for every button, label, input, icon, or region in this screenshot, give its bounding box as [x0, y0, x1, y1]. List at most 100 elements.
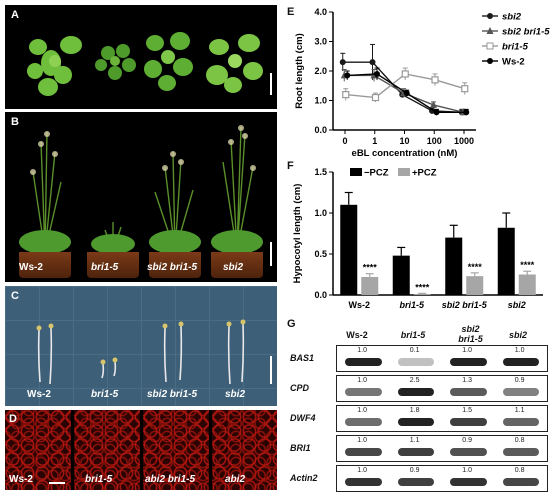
x-tick-label: 100: [427, 136, 442, 146]
data-point: [374, 70, 380, 77]
x-tick-label: 0: [342, 136, 347, 146]
x-tick-label: 10: [399, 136, 409, 146]
rosette-bri15: [95, 44, 136, 80]
gel-band: [397, 418, 434, 426]
gel-band-value: 0.1: [409, 347, 420, 354]
pot-sbi2-bri15: [149, 252, 201, 278]
data-point: [463, 109, 470, 116]
gel-band: [345, 358, 382, 366]
panel-g-label: G: [287, 318, 296, 330]
legend-marker: [487, 58, 493, 64]
data-point: [344, 72, 351, 79]
panel-c-genotype-1: Ws-2: [27, 389, 51, 400]
panel-c-genotype-2: bri1-5: [91, 389, 119, 400]
legend-marker: [486, 42, 494, 50]
panel-b-plants: B Ws-2 bri1-5 sbi2 bri1-5 sbi2: [5, 112, 277, 282]
significance-mark: ****: [468, 262, 483, 272]
panel-d-genotype-3: abi2 bri1-5: [145, 474, 196, 485]
panel-b-label: B: [11, 116, 19, 128]
legend-marker: [486, 27, 494, 34]
gel-band: [502, 448, 539, 456]
plate: [5, 286, 277, 406]
panel-b-genotype-2: bri1-5: [91, 262, 119, 273]
gel-band: [450, 478, 487, 486]
panel-d-scale-bar: [49, 482, 65, 484]
y-tick-label: 0.5: [314, 249, 327, 259]
gel-band-value: 1.0: [514, 347, 525, 354]
y-tick-label: 1.5: [314, 167, 327, 177]
data-point: [401, 70, 409, 78]
gel-gene-label: BAS1: [290, 353, 315, 363]
panel-d-label: D: [9, 413, 17, 425]
panel-b-genotype-4: sbi2: [223, 262, 244, 273]
panel-a-scale-bar: [270, 73, 272, 95]
gel-header-ws2: Ws-2: [346, 330, 368, 340]
gel-gene-label: CPD: [290, 383, 310, 393]
panel-g-gel: Ws-2 bri1-5 sbi2 bri1-5 sbi2 BAS1 1.0 0.1 1.…: [288, 320, 550, 495]
gel-gene-label: DWF4: [290, 413, 316, 423]
gel-band-value: 1.1: [409, 437, 420, 444]
gel-band: [502, 478, 539, 486]
panel-c-genotype-4: sbi2: [225, 389, 246, 400]
x-tick-label: 1000: [454, 136, 474, 146]
panel-c-scale-bar: [270, 356, 272, 384]
gel-band: [397, 448, 434, 456]
x-category-label: sbi2: [508, 300, 526, 310]
y-tick-label: 0.0: [314, 125, 327, 135]
gel-band-value: 0.9: [462, 437, 472, 444]
gel-band-value: 0.8: [514, 437, 525, 444]
data-point: [371, 93, 380, 102]
legend-label: −PCZ: [364, 168, 389, 179]
data-point: [433, 109, 440, 116]
data-point: [429, 107, 435, 114]
rosette-ws2: [27, 36, 82, 96]
confocal-bri15: [74, 410, 140, 490]
gel-band-value: 1.0: [462, 467, 472, 474]
confocal-abi2: [212, 410, 277, 490]
significance-mark: ****: [363, 263, 378, 273]
y-axis-title: Root length (cm): [294, 33, 305, 108]
panel-f-label: F: [287, 160, 294, 172]
gel-row-BAS1: 1.0 0.1 1.0 1.0: [336, 345, 548, 372]
panel-a-rosettes: A: [5, 5, 277, 109]
seedling-drawings: [36, 319, 246, 385]
data-point: [342, 90, 350, 99]
y-tick-label: 4.0: [314, 7, 327, 17]
bar-plus-pcz: [413, 294, 431, 295]
gel-band: [502, 388, 539, 396]
rosette-drawings: [27, 32, 263, 96]
y-tick-label: 0.0: [314, 290, 327, 300]
gel-band: [345, 478, 382, 486]
gel-band-value: 1.3: [462, 377, 472, 384]
gel-band: [345, 448, 382, 456]
x-category-label: sbi2 bri1-5: [442, 300, 488, 310]
gel-band: [502, 358, 539, 366]
legend-marker: [487, 13, 493, 19]
bar-minus-pcz: [340, 204, 358, 295]
panel-d-genotype-1: Ws-2: [9, 474, 33, 485]
panel-b-genotype-3: sbi2 bri1-5: [147, 262, 198, 273]
rosette-sbi2: [206, 34, 263, 93]
gel-band: [345, 388, 382, 396]
gel-band-value: 1.8: [409, 407, 420, 414]
data-point: [339, 59, 346, 66]
plant-drawings: [19, 125, 263, 254]
gel-band: [502, 418, 539, 426]
panel-b-scale-bar: [270, 242, 272, 266]
gel-band-value: 2.5: [409, 377, 420, 384]
gel-row-CPD: 1.0 2.5 1.3 0.9: [336, 375, 548, 402]
gel-header-sbi2-bri15: sbi2 bri1-5: [458, 324, 483, 344]
rosette-sbi2-bri15: [144, 32, 193, 91]
x-tick-label: 1: [372, 136, 377, 146]
gel-band: [450, 448, 487, 456]
gel-row-DWF4: 1.0 1.8 1.5 1.1: [336, 405, 548, 432]
bar-plus-pcz: [466, 276, 484, 295]
legend-label: sbi2 bri1-5: [502, 27, 550, 38]
legend-label: bri1-5: [502, 42, 529, 53]
significance-mark: ****: [415, 282, 430, 292]
legend-label: sbi2: [502, 12, 522, 23]
panel-d-genotype-2: bri1-5: [85, 474, 113, 485]
legend-swatch: [350, 168, 362, 176]
gel-row-Actin2: 1.0 0.9 1.0 0.8: [336, 465, 548, 492]
gel-band-value: 0.8: [514, 467, 525, 474]
